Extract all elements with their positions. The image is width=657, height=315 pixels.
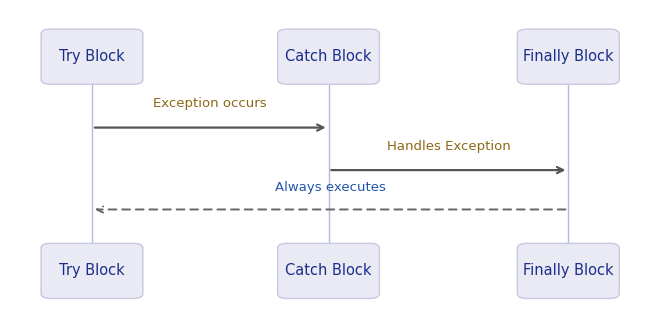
FancyBboxPatch shape: [517, 29, 619, 84]
Text: Handles Exception: Handles Exception: [386, 140, 510, 153]
Text: Catch Block: Catch Block: [285, 263, 372, 278]
Text: Try Block: Try Block: [59, 49, 125, 64]
Text: Finally Block: Finally Block: [523, 49, 614, 64]
FancyBboxPatch shape: [277, 243, 380, 299]
Text: Exception occurs: Exception occurs: [154, 97, 267, 110]
FancyBboxPatch shape: [277, 29, 380, 84]
FancyBboxPatch shape: [41, 243, 143, 299]
Text: Always executes: Always executes: [275, 181, 386, 194]
Text: Try Block: Try Block: [59, 263, 125, 278]
FancyBboxPatch shape: [517, 243, 619, 299]
Text: Catch Block: Catch Block: [285, 49, 372, 64]
FancyBboxPatch shape: [41, 29, 143, 84]
Text: Finally Block: Finally Block: [523, 263, 614, 278]
